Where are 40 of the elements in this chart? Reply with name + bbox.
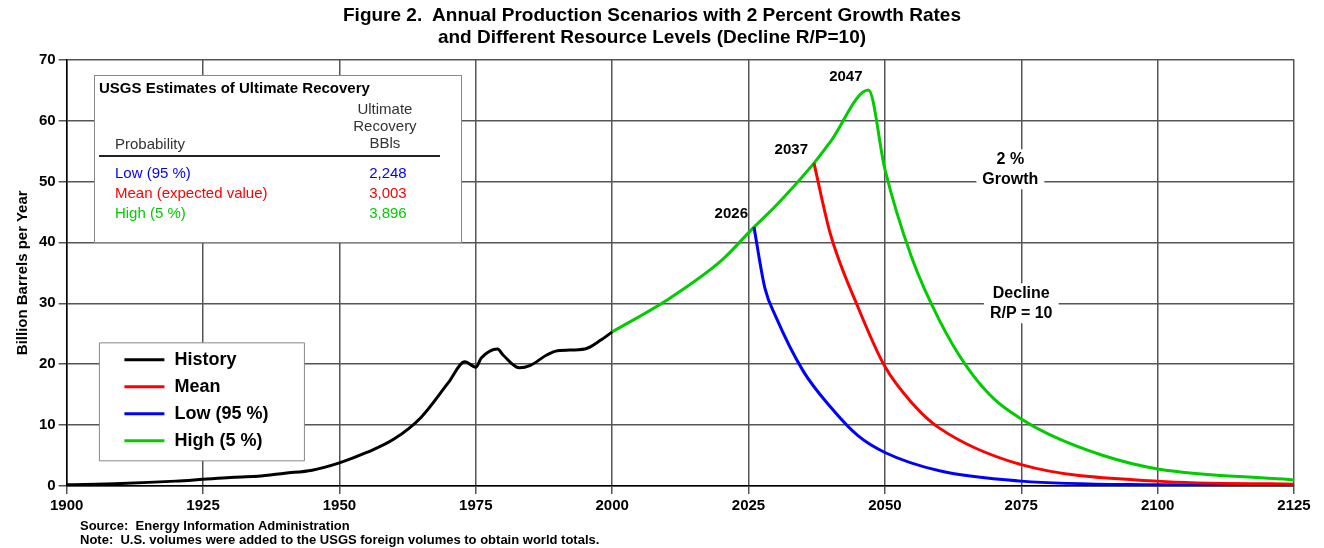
y-tick-label: 40	[39, 232, 56, 250]
y-tick-label: 20	[39, 354, 56, 372]
y-axis-title: Billion Barrels per Year	[13, 190, 31, 356]
x-tick-label: 2075	[1004, 496, 1038, 514]
x-tick-label: 2000	[595, 496, 629, 514]
x-tick-label: 1950	[322, 496, 357, 514]
x-tick-label: 1925	[186, 496, 220, 514]
x-tick-label: 1975	[459, 496, 493, 514]
x-tick-label: 1900	[50, 496, 84, 514]
annotation: 3,896	[368, 203, 408, 221]
chart-title: Figure 2. Annual Production Scenarios with 2 Percent Growth Rates and Different Resource Levels (Decline R/P=10)	[343, 3, 961, 48]
annotation: Ultimate Recovery BBls	[352, 99, 418, 151]
annotation: 3,003	[368, 183, 408, 201]
annotation: Mean (expected value)	[114, 183, 268, 201]
y-tick-label: 60	[39, 110, 56, 128]
y-tick-label: 70	[39, 49, 56, 67]
legend-label: Low (95 %)	[174, 402, 269, 423]
annotation: 2037	[774, 139, 808, 157]
source-note: Source: Energy Information Administration	[80, 517, 350, 533]
x-tick-label: 2125	[1277, 496, 1311, 514]
legend-label: Mean	[174, 375, 221, 396]
x-tick-label: 2050	[868, 496, 902, 514]
annotation: USGS Estimates of Ultimate Recovery	[98, 78, 370, 96]
x-tick-label: 2025	[731, 496, 766, 514]
x-tick-label: 2100	[1140, 496, 1175, 514]
y-tick-label: 50	[39, 171, 56, 189]
annotation: 2047	[829, 66, 863, 84]
legend-label: History	[174, 348, 237, 369]
y-tick-label: 30	[39, 293, 56, 311]
annotation: 2 % Growth	[982, 149, 1039, 187]
annotation: 2026	[714, 203, 748, 221]
y-tick-label: 10	[39, 415, 56, 433]
annotation: Decline R/P = 10	[990, 283, 1053, 321]
annotation: Probability	[114, 134, 185, 152]
line-series	[610, 88, 1294, 482]
annotation: Low (95 %)	[114, 163, 191, 181]
legend-label: High (5 %)	[174, 429, 263, 450]
y-tick-label: 0	[47, 476, 56, 494]
annotation: 2,248	[368, 163, 408, 181]
annotation: High (5 %)	[114, 203, 186, 221]
